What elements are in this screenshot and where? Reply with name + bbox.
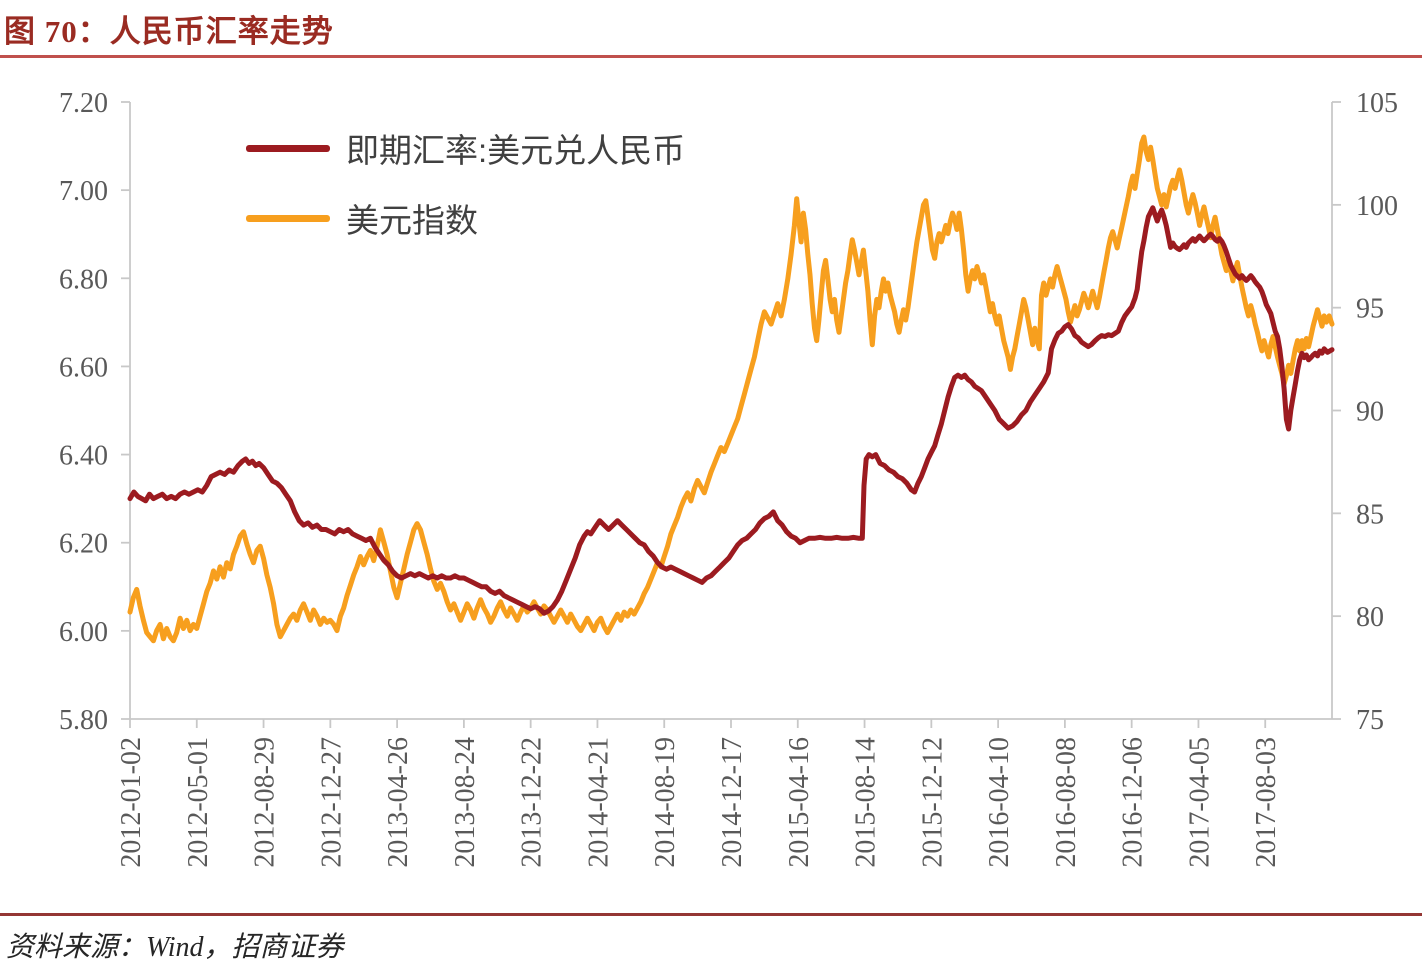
source-note: 资料来源：Wind，招商证券 (6, 932, 344, 963)
y-axis-left-tick-label: 6.40 (59, 441, 108, 472)
y-axis-right-tick-label: 105 (1356, 88, 1398, 119)
x-axis-tick-label: 2016-04-10 (984, 737, 1015, 868)
y-axis-left-tick-label: 5.80 (59, 705, 108, 736)
x-axis-tick-label: 2015-12-12 (917, 737, 948, 868)
y-axis-right-tick-label: 75 (1356, 705, 1384, 736)
x-axis-tick-label: 2012-08-29 (250, 737, 281, 868)
x-axis-tick-label: 2014-12-17 (717, 737, 748, 868)
series-line-usd-index (127, 134, 1335, 644)
chart-legend: 即期汇率:美元兑人民币 美元指数 (246, 124, 685, 242)
y-axis-left-tick-label: 7.20 (59, 88, 108, 119)
y-axis-left-tick-label: 6.00 (59, 617, 108, 648)
x-axis-tick-label: 2013-08-24 (450, 737, 481, 868)
y-axis-right-tick-label: 100 (1356, 191, 1398, 222)
y-axis-left-tick-label: 6.60 (59, 352, 108, 383)
y-axis-right-tick-label: 95 (1356, 294, 1384, 325)
x-axis-tick-label: 2016-08-08 (1051, 737, 1082, 868)
y-axis-right-tick-label: 90 (1356, 397, 1384, 428)
x-axis-tick-label: 2017-04-05 (1184, 737, 1215, 868)
y-axis-left-tick-label: 7.00 (59, 176, 108, 207)
legend-item-usd-index: 美元指数 (246, 194, 685, 242)
figure-title: 图 70：人民币汇率走势 (4, 14, 334, 49)
legend-swatch-spot-rate (246, 144, 330, 152)
y-axis-right-tick-label: 80 (1356, 602, 1384, 633)
x-axis-tick-label: 2017-08-03 (1251, 737, 1282, 868)
legend-item-spot-rate: 即期汇率:美元兑人民币 (246, 124, 685, 172)
x-axis-tick-label: 2012-12-27 (316, 737, 347, 868)
x-axis-tick-label: 2014-04-21 (583, 737, 614, 868)
x-axis-tick-label: 2014-08-19 (650, 737, 681, 868)
y-axis-left-tick-label: 6.80 (59, 264, 108, 295)
title-divider (0, 55, 1422, 58)
x-axis-tick-label: 2012-01-02 (116, 737, 147, 868)
y-axis-left-tick-label: 6.20 (59, 529, 108, 560)
legend-swatch-usd-index (246, 214, 330, 222)
legend-label-spot-rate: 即期汇率:美元兑人民币 (346, 132, 686, 169)
x-axis-tick-label: 2013-12-22 (517, 737, 548, 868)
x-axis-tick-label: 2013-04-26 (383, 737, 414, 868)
x-axis-tick-label: 2016-12-06 (1118, 737, 1149, 868)
x-axis-tick-label: 2012-05-01 (183, 737, 214, 868)
y-axis-right-tick-label: 85 (1356, 499, 1384, 530)
legend-label-usd-index: 美元指数 (346, 202, 478, 239)
footer-divider (0, 913, 1422, 916)
series-line-spot-rate (127, 205, 1335, 616)
x-axis-tick-label: 2015-08-14 (851, 737, 882, 868)
x-axis-tick-label: 2015-04-16 (784, 737, 815, 868)
